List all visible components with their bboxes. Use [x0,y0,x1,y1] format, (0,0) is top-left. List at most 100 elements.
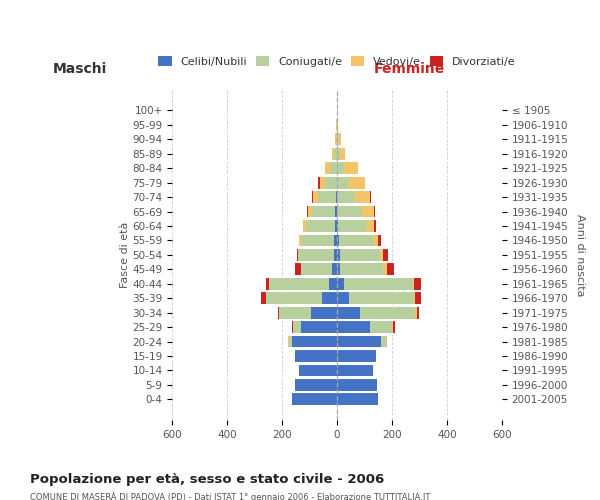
Bar [415,306,417,318]
Bar [362,206,374,218]
Bar [269,278,329,289]
Bar [337,292,349,304]
Bar [293,321,301,333]
Bar [417,306,419,318]
Bar [340,264,383,276]
Bar [338,220,367,232]
Bar [311,306,337,318]
Bar [318,191,336,203]
Bar [374,234,378,246]
Bar [322,292,337,304]
Bar [383,264,387,276]
Text: Femmine: Femmine [374,62,445,76]
Bar [374,220,376,232]
Bar [370,191,371,203]
Bar [337,364,373,376]
Text: Popolazione per età, sesso e stato civile - 2006: Popolazione per età, sesso e stato civil… [30,472,384,486]
Bar [383,249,388,261]
Bar [337,336,381,347]
Text: Maschi: Maschi [53,62,107,76]
Bar [334,234,337,246]
Bar [337,148,340,160]
Bar [292,394,337,405]
Bar [337,306,361,318]
Bar [338,134,341,145]
Bar [295,350,337,362]
Bar [335,220,337,232]
Bar [337,206,362,218]
Bar [307,206,308,218]
Y-axis label: Anni di nascita: Anni di nascita [575,214,585,296]
Bar [289,336,292,347]
Bar [334,249,337,261]
Bar [337,394,378,405]
Bar [313,191,318,203]
Bar [414,278,421,289]
Bar [304,220,306,232]
Bar [349,292,414,304]
Bar [349,176,365,188]
Bar [355,191,370,203]
Bar [329,278,337,289]
Bar [340,148,346,160]
Bar [394,321,395,333]
Bar [278,306,280,318]
Bar [301,264,332,276]
Bar [344,162,358,174]
Bar [335,206,337,218]
Bar [299,364,337,376]
Bar [295,379,337,391]
Bar [266,292,322,304]
Text: COMUNE DI MASERÀ DI PADOVA (PD) - Dati ISTAT 1° gennaio 2006 - Elaborazione TUTT: COMUNE DI MASERÀ DI PADOVA (PD) - Dati I… [30,491,430,500]
Bar [337,220,338,232]
Bar [337,234,339,246]
Bar [337,191,355,203]
Y-axis label: Fasce di età: Fasce di età [119,222,130,288]
Bar [413,278,414,289]
Bar [378,234,381,246]
Bar [299,234,301,246]
Bar [414,292,415,304]
Bar [387,264,394,276]
Bar [339,234,374,246]
Bar [337,379,377,391]
Bar [370,321,392,333]
Bar [336,191,337,203]
Bar [340,249,380,261]
Bar [337,176,349,188]
Bar [337,134,338,145]
Bar [292,321,293,333]
Bar [415,292,421,304]
Bar [301,321,337,333]
Bar [337,264,340,276]
Bar [261,292,266,304]
Bar [306,220,335,232]
Bar [337,278,344,289]
Bar [320,176,325,188]
Bar [312,191,313,203]
Bar [344,278,413,289]
Bar [337,321,370,333]
Legend: Celibi/Nubili, Coniugati/e, Vedovi/e, Divorziati/e: Celibi/Nubili, Coniugati/e, Vedovi/e, Di… [154,52,520,72]
Bar [298,249,334,261]
Bar [330,162,337,174]
Bar [367,220,374,232]
Bar [266,278,269,289]
Bar [336,134,337,145]
Bar [380,249,383,261]
Bar [312,206,335,218]
Bar [392,321,394,333]
Bar [319,176,320,188]
Bar [292,336,337,347]
Bar [332,264,337,276]
Bar [361,306,415,318]
Bar [297,249,298,261]
Bar [337,350,376,362]
Bar [337,162,344,174]
Bar [335,134,336,145]
Bar [280,306,311,318]
Bar [334,148,337,160]
Bar [381,336,386,347]
Bar [295,264,301,276]
Bar [308,206,312,218]
